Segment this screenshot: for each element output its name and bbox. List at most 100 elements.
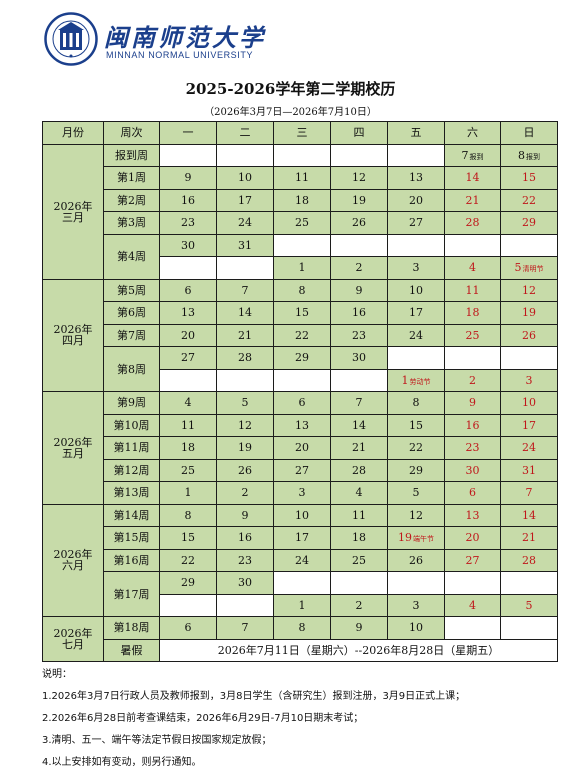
day-cell-wed: 10 [273, 503, 331, 527]
day-cell-wed: 18 [273, 188, 331, 212]
day-cell-wed [273, 571, 331, 595]
day-cell-tue: 14 [216, 301, 274, 325]
day-cell-mon: 29 [159, 571, 217, 595]
calendar-row: 第10周 11 12 13 14 15 16 17 [43, 413, 558, 437]
week-cell: 第18周 [103, 616, 160, 640]
school-seal-logo [44, 12, 98, 66]
day-cell-tue: 19 [216, 436, 274, 460]
day-cell-sun [500, 571, 558, 595]
notes-section: 说明： 1.2026年3月7日行政人员及教师报到，3月8日学生（含研究生）报到注… [42, 664, 562, 774]
calendar-row: 第2周 16 17 18 19 20 21 22 [43, 188, 558, 212]
day-cell-thu: 21 [330, 436, 388, 460]
week-cell: 第17周 [103, 571, 160, 617]
vacation-dates: 2026年7月11日（星期六）--2026年8月28日（星期五） [159, 638, 558, 662]
calendar-row: 1劳动节 2 3 [43, 368, 558, 392]
col-header-sat: 六 [444, 121, 501, 145]
day-cell-sun: 26 [500, 323, 558, 347]
week-cell: 第9周 [103, 391, 160, 415]
day-cell-thu: 2 [330, 593, 388, 617]
day-cell-sun: 10 [500, 391, 558, 415]
day-cell-mon: 15 [159, 526, 217, 550]
day-cell-wed: 1 [273, 593, 331, 617]
day-cell-fri: 3 [387, 593, 445, 617]
day-cell-sun: 5 [500, 593, 558, 617]
day-cell-sat: 14 [444, 166, 501, 190]
day-cell-tue: 7 [216, 278, 274, 302]
day-cell-sun: 7 [500, 481, 558, 505]
day-cell-sat: 2 [444, 368, 501, 392]
day-cell-mon: 23 [159, 211, 217, 235]
day-cell-fri: 1劳动节 [387, 368, 445, 392]
day-cell-sun [500, 346, 558, 370]
day-cell-thu: 11 [330, 503, 388, 527]
day-cell-sun: 15 [500, 166, 558, 190]
day-cell-thu [330, 233, 388, 257]
day-cell-wed: 3 [273, 481, 331, 505]
calendar-row: 第3周 23 24 25 26 27 28 29 [43, 211, 558, 235]
day-cell-thu: 26 [330, 211, 388, 235]
note-item: 1.2026年3月7日行政人员及教师报到，3月8日学生（含研究生）报到注册，3月… [42, 691, 466, 702]
day-cell-sun: 21 [500, 526, 558, 550]
day-cell-mon: 20 [159, 323, 217, 347]
day-cell-thu: 28 [330, 458, 388, 482]
day-cell-sun: 22 [500, 188, 558, 212]
day-cell-mon: 9 [159, 166, 217, 190]
day-cell-thu: 18 [330, 526, 388, 550]
calendar-title: 2025-2026学年第二学期校历 [185, 80, 396, 98]
week-cell: 第7周 [103, 323, 160, 347]
calendar-row: 第7周 20 21 22 23 24 25 26 [43, 323, 558, 347]
day-cell-fri: 10 [387, 616, 445, 640]
day-cell-mon: 16 [159, 188, 217, 212]
calendar-row: 第4周 30 31 [43, 233, 558, 280]
calendar-row: 2026年 五月 第9周 4 5 6 7 8 9 10 [42, 391, 558, 505]
day-cell-tue [216, 593, 274, 617]
vacation-label: 暑假 [103, 638, 160, 662]
day-cell-mon: 11 [159, 413, 217, 437]
col-header-mon: 一 [159, 121, 217, 145]
col-header-week: 周次 [103, 121, 160, 145]
day-cell-sat: 20 [444, 526, 501, 550]
day-cell-tue: 23 [216, 548, 274, 572]
col-header-sun: 日 [500, 121, 558, 145]
calendar-row: 第12周 25 26 27 28 29 30 31 [43, 458, 558, 482]
day-cell-mon: 22 [159, 548, 217, 572]
day-cell-mon: 6 [159, 278, 217, 302]
day-cell-sun: 5清明节 [500, 256, 558, 280]
day-cell-mon: 27 [159, 346, 217, 370]
day-cell-sun [500, 616, 558, 640]
day-cell-tue: 10 [216, 166, 274, 190]
day-cell-mon [159, 368, 217, 392]
day-cell-thu: 7 [330, 391, 388, 415]
day-cell-wed: 8 [273, 616, 331, 640]
col-header-tue: 二 [216, 121, 274, 145]
day-cell-sat: 6 [444, 481, 501, 505]
day-cell-sat: 11 [444, 278, 501, 302]
week-cell: 第1周 [103, 166, 160, 190]
calendar-row: 第16周 22 23 24 25 26 27 28 [43, 548, 558, 572]
day-cell-thu: 23 [330, 323, 388, 347]
calendar-row: 第11周 18 19 20 21 22 23 24 [43, 436, 558, 460]
day-cell-tue: 30 [216, 571, 274, 595]
day-cell-tue: 24 [216, 211, 274, 235]
week-cell: 第13周 [103, 481, 160, 505]
day-cell-mon: 8 [159, 503, 217, 527]
week-cell: 第11周 [103, 436, 160, 460]
day-cell-tue: 2 [216, 481, 274, 505]
day-cell-thu [330, 571, 388, 595]
day-cell-sun: 29 [500, 211, 558, 235]
day-cell-sat: 13 [444, 503, 501, 527]
day-cell-sun [500, 233, 558, 257]
day-cell-wed: 22 [273, 323, 331, 347]
day-cell-sat: 27 [444, 548, 501, 572]
week-cell: 第16周 [103, 548, 160, 572]
day-cell-sat: 25 [444, 323, 501, 347]
day-cell-tue: 28 [216, 346, 274, 370]
day-annotation: 报到 [526, 152, 540, 161]
day-cell-wed: 20 [273, 436, 331, 460]
day-cell-thu: 4 [330, 481, 388, 505]
week-cell: 第2周 [103, 188, 160, 212]
day-cell-thu [330, 143, 388, 167]
day-cell-fri: 8 [387, 391, 445, 415]
calendar-row: 2026年 四月 第5周 6 7 8 9 10 11 12 [42, 278, 558, 392]
